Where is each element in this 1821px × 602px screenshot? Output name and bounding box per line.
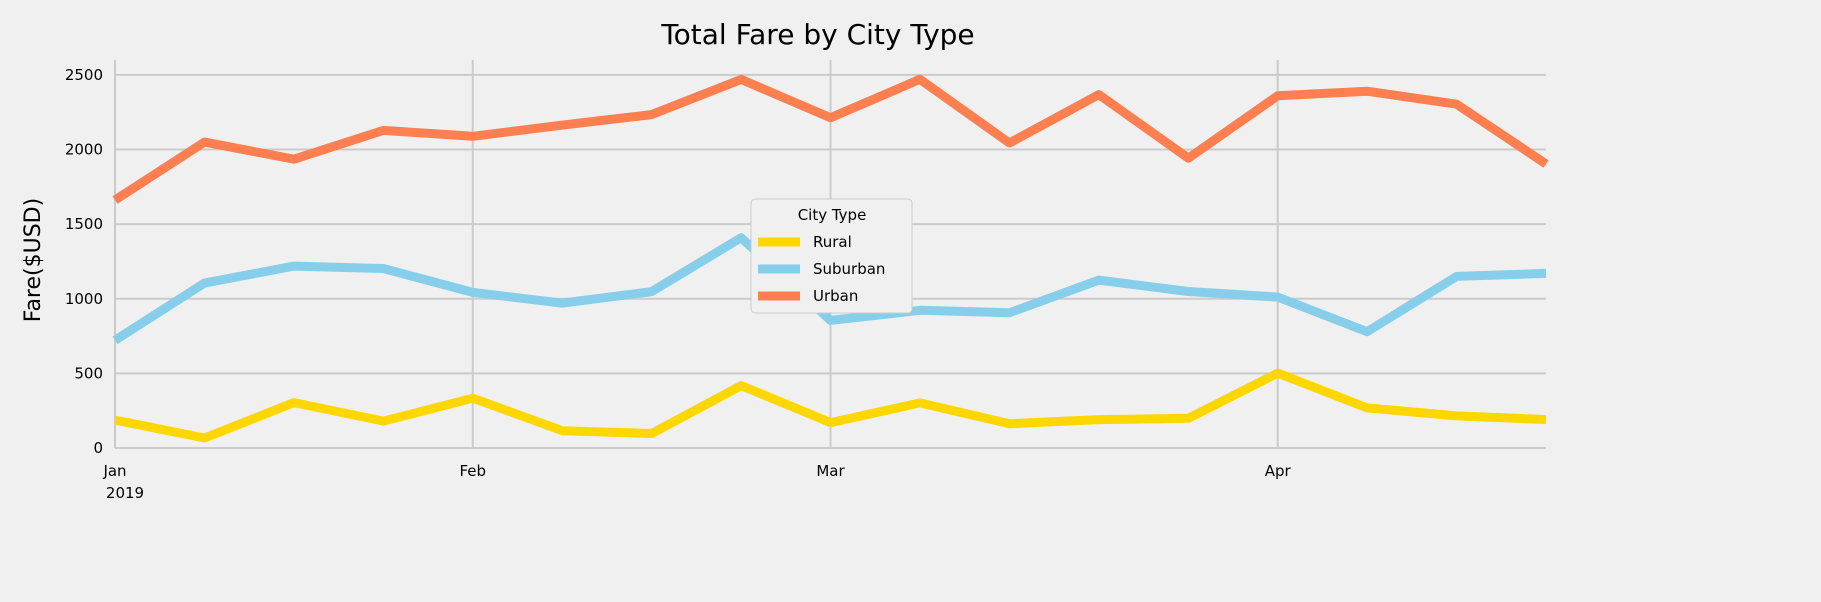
legend-label-suburban: Suburban: [813, 260, 885, 278]
chart-title: Total Fare by City Type: [660, 18, 974, 51]
y-tick-label: 1000: [65, 290, 103, 308]
series-line-urban: [112, 74, 1549, 204]
x-tick-label: Feb: [459, 462, 486, 480]
legend-label-rural: Rural: [813, 233, 852, 251]
legend-label-urban: Urban: [813, 287, 858, 305]
y-axis-ticks: 0 500 1000 1500 2000 2500: [65, 66, 103, 457]
series-lines: [112, 74, 1549, 443]
legend-title: City Type: [798, 206, 867, 224]
x-tick-label: Mar: [816, 462, 845, 480]
y-tick-label: 0: [93, 439, 103, 457]
y-axis-label: Fare($USD): [21, 198, 46, 322]
y-tick-label: 2500: [65, 66, 103, 84]
legend-box: [750, 198, 913, 314]
y-tick-label: 1500: [65, 215, 103, 233]
x-tick-label: Apr: [1265, 462, 1292, 480]
x-tick-sublabel: 2019: [106, 484, 144, 502]
y-tick-label: 500: [74, 364, 103, 382]
legend: City Type Rural Suburban Urban: [750, 198, 913, 314]
y-tick-label: 2000: [65, 141, 103, 159]
series-line-rural: [114, 368, 1547, 443]
x-axis-ticks: Jan 2019 Feb Mar Apr: [102, 462, 1291, 502]
x-tick-label: Jan: [102, 462, 126, 480]
series-line-suburban: [112, 233, 1547, 345]
